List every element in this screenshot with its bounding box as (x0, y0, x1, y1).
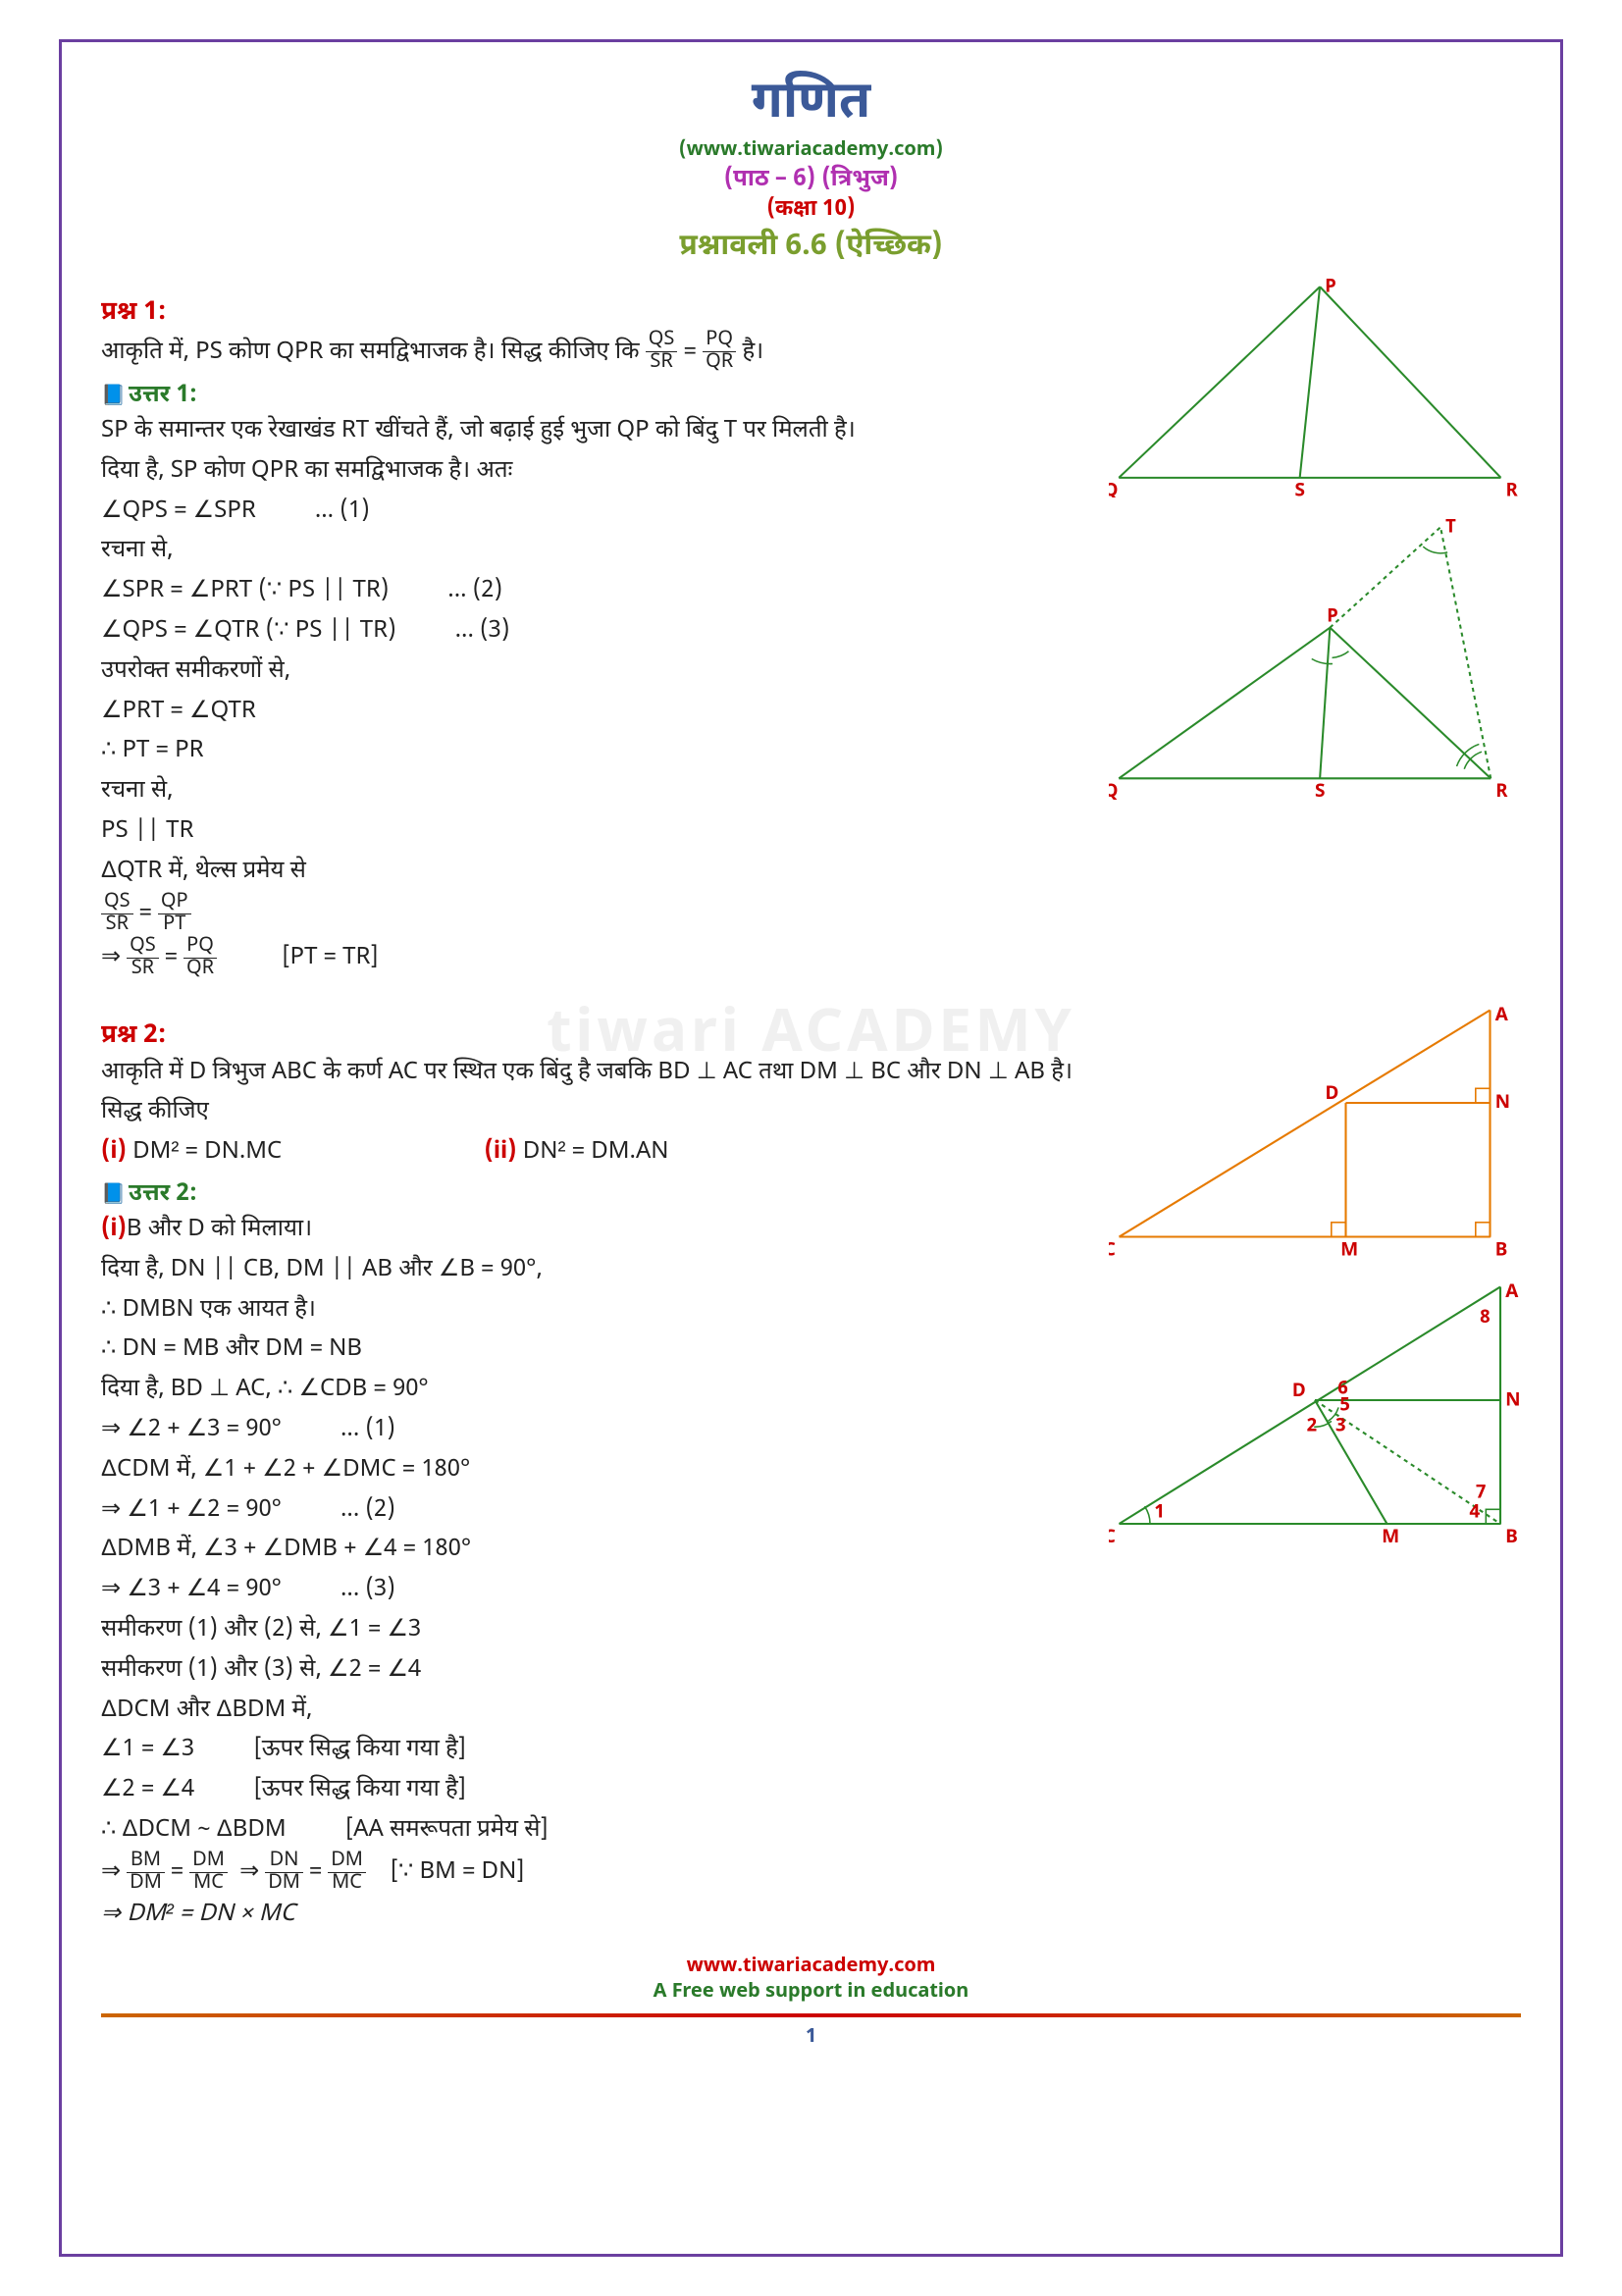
q1-line-0: SP के समान्तर एक रेखाखंड RT खींचते हैं, … (101, 411, 1089, 451)
q2-parts: (i) DM² = DN.MC (ii) DN² = DM.AN (101, 1132, 1089, 1173)
q2-line-7: ⇒ ∠1 + ∠2 = 90°... (2) (101, 1490, 1089, 1531)
page-container: tiwari ACADEMY गणित (www.tiwariacademy.c… (59, 39, 1563, 2257)
svg-text:C: C (1109, 1526, 1116, 1544)
svg-text:1: 1 (1154, 1501, 1165, 1526)
svg-text:S: S (1295, 479, 1305, 497)
q2-line-11: समीकरण (1) और (3) से, ∠2 = ∠4 (101, 1650, 1089, 1691)
q1-line-2: ∠QPS = ∠SPR... (1) (101, 492, 1089, 532)
question-2-block: प्रश्न 2: आकृति में D त्रिभुज ABC के कर्… (101, 1000, 1521, 1935)
q1-line-8: ∴ PT = PR (101, 731, 1089, 771)
chapter-label: (पाठ – 6) (त्रिभुज) (101, 164, 1521, 195)
q2-line-15: ∴ ΔDCM ~ ΔBDM[AA समरूपता प्रमेय से] (101, 1810, 1089, 1851)
q1-line-1: दिया है, SP कोण QPR का समद्विभाजक है। अत… (101, 451, 1089, 492)
svg-text:P: P (1325, 277, 1335, 299)
svg-text:T: T (1445, 517, 1456, 540)
q2-figure-1: A B C D M N (1109, 1000, 1521, 1258)
svg-text:D: D (1292, 1380, 1306, 1404)
q1-line-7: ∠PRT = ∠QTR (101, 692, 1089, 732)
q1-line-5: ∠QPS = ∠QTR (∵ PS || TR)... (3) (101, 611, 1089, 652)
svg-text:C: C (1109, 1238, 1116, 1257)
q2-label: प्रश्न 2: (101, 1019, 1089, 1053)
q2-final-eq: ⇒ BMDM = DMMC ⇒ DNDM = DMMC [∵ BM = DN] (101, 1851, 1089, 1895)
footer-link[interactable]: www.tiwariacademy.com (101, 1955, 1521, 1980)
q2-conclusion: ⇒ DM² = DN × MC (101, 1895, 1089, 1935)
footer-tag: A Free web support in education (101, 1980, 1521, 2006)
svg-text:S: S (1315, 780, 1325, 805)
svg-text:R: R (1495, 780, 1508, 805)
q2-line-2: ∴ DMBN एक आयत है। (101, 1290, 1089, 1331)
q1-statement: आकृति में, PS कोण QPR का समद्विभाजक है। … (101, 330, 1089, 374)
q2-line-8: ΔDMB में, ∠3 + ∠DMB + ∠4 = 180° (101, 1530, 1089, 1570)
svg-text:B: B (1505, 1526, 1518, 1544)
q2-line-0: (i) B और D को मिलाया। (101, 1210, 1089, 1250)
question-1-block: प्रश्न 1: आकृति में, PS कोण QPR का समद्व… (101, 277, 1521, 980)
q2-answer-label: उत्तर 2: (101, 1178, 1089, 1210)
svg-text:Q: Q (1109, 479, 1118, 497)
svg-text:8: 8 (1480, 1306, 1491, 1331)
svg-text:Q: Q (1109, 780, 1118, 805)
q1-figure-2: T P Q R S (1109, 517, 1521, 809)
q1-frac2: PQQR (703, 330, 736, 374)
subject-title: गणित (101, 72, 1521, 138)
q1-frac1: QSSR (646, 330, 678, 374)
svg-text:N: N (1495, 1091, 1510, 1116)
q1-stmt-text: आकृति में, PS कोण QPR का समद्विभाजक है। … (101, 337, 640, 368)
q2-line-4: दिया है, BD ⊥ AC, ∴ ∠CDB = 90° (101, 1370, 1089, 1410)
svg-text:P: P (1327, 605, 1337, 630)
svg-text:6: 6 (1337, 1378, 1348, 1402)
q1-line-3: रचना से, (101, 531, 1089, 571)
q2-line-10: समीकरण (1) और (2) से, ∠1 = ∠3 (101, 1610, 1089, 1650)
q1-label: प्रश्न 1: (101, 296, 1089, 330)
svg-text:R: R (1506, 479, 1519, 497)
page-footer: www.tiwariacademy.com A Free web support… (101, 1955, 1521, 2051)
svg-text:N: N (1505, 1388, 1520, 1413)
q2-line-13: ∠1 = ∠3[ऊपर सिद्ध किया गया है] (101, 1730, 1089, 1770)
q2-figure-2: ABCDMN12345678 (1109, 1277, 1521, 1544)
svg-text:7: 7 (1476, 1482, 1487, 1506)
exercise-label: प्रश्नावली 6.6 (ऐच्छिक) (101, 229, 1521, 267)
q2-line-3: ∴ DN = MB और DM = NB (101, 1330, 1089, 1370)
q1-final-eq2: ⇒ QSSR = PQQR [PT = TR] (101, 936, 1089, 980)
q2-line-6: ΔCDM में, ∠1 + ∠2 + ∠DMC = 180° (101, 1450, 1089, 1490)
svg-text:M: M (1382, 1526, 1399, 1544)
q1-line-11: ΔQTR में, थेल्स प्रमेय से (101, 852, 1089, 892)
document-header: गणित (www.tiwariacademy.com) (पाठ – 6) (… (101, 72, 1521, 267)
q1-final-eq1: QSSR = QPPT (101, 892, 1089, 936)
svg-text:A: A (1495, 1004, 1509, 1028)
q1-line-4: ∠SPR = ∠PRT (∵ PS || TR)... (2) (101, 571, 1089, 611)
q1-answer-label: उत्तर 1: (101, 380, 1089, 411)
q1-line-10: PS || TR (101, 811, 1089, 852)
page-number: 1 (101, 2025, 1521, 2051)
q2-line-9: ⇒ ∠3 + ∠4 = 90°... (3) (101, 1570, 1089, 1610)
q1-line-9: रचना से, (101, 771, 1089, 811)
q2-statement: आकृति में D त्रिभुज ABC के कर्ण AC पर स्… (101, 1053, 1089, 1133)
svg-text:M: M (1340, 1238, 1358, 1257)
q2-line-5: ⇒ ∠2 + ∠3 = 90°... (1) (101, 1410, 1089, 1450)
q1-figure-1: P Q R S (1109, 277, 1521, 497)
q2-line-14: ∠2 = ∠4[ऊपर सिद्ध किया गया है] (101, 1770, 1089, 1810)
q2-line-1: दिया है, DN || CB, DM || AB और ∠B = 90°, (101, 1250, 1089, 1290)
class-label: (कक्षा 10) (101, 195, 1521, 224)
website-url[interactable]: (www.tiwariacademy.com) (101, 138, 1521, 164)
svg-text:D: D (1326, 1081, 1339, 1106)
q2-line-12: ΔDCM और ΔBDM में, (101, 1691, 1089, 1731)
svg-text:2: 2 (1307, 1415, 1318, 1439)
q1-line-6: उपरोक्त समीकरणों से, (101, 652, 1089, 692)
svg-text:B: B (1495, 1238, 1508, 1257)
svg-text:A: A (1505, 1280, 1519, 1305)
footer-rule (101, 2013, 1521, 2017)
